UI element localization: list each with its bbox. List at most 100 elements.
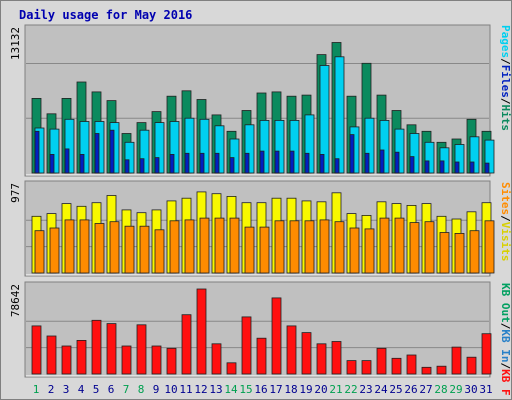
bar-sites-day-29 <box>454 232 465 274</box>
legend-sep-2: / <box>499 98 512 105</box>
x-tick-label: 1 <box>33 383 40 396</box>
bar-sites-day-8 <box>139 225 150 274</box>
bar-sites-day-26 <box>409 222 420 274</box>
bar-kb-f-day-16 <box>256 337 267 375</box>
chart-title: Daily usage for May 2016 <box>19 8 192 22</box>
bar-pages-day-7 <box>124 159 130 174</box>
legend-pages: Pages <box>499 25 512 58</box>
bar-pages-day-17 <box>274 150 280 174</box>
x-tick-label: 9 <box>153 383 160 396</box>
bar-sites-day-18 <box>289 220 300 274</box>
x-tick-label: 2 <box>48 383 55 396</box>
bar-kb-f-day-26 <box>406 354 417 375</box>
legend-visits: Visits <box>499 222 512 262</box>
bar-files-day-26 <box>409 133 420 174</box>
bar-pages-day-30 <box>469 161 475 174</box>
bar-kb-f-day-8 <box>136 324 147 375</box>
x-tick-label: 29 <box>449 383 462 396</box>
bar-pages-day-12 <box>199 152 205 174</box>
bar-kb-f-day-12 <box>196 288 207 375</box>
bar-pages-day-16 <box>259 150 265 174</box>
bar-files-day-20 <box>319 65 330 174</box>
bar-files-day-15 <box>244 124 255 174</box>
bar-kb-f-day-23 <box>361 360 372 375</box>
y-axis-max-label: 78642 <box>9 284 22 317</box>
bar-kb-f-day-31 <box>481 333 492 375</box>
bar-pages-day-24 <box>379 149 385 174</box>
bar-files-day-13 <box>214 125 225 174</box>
bar-kb-f-day-29 <box>451 346 462 375</box>
bar-sites-day-22 <box>349 227 360 274</box>
bar-pages-day-23 <box>364 152 370 174</box>
bar-files-day-30 <box>469 136 480 174</box>
bar-files-day-4 <box>79 121 90 174</box>
chart-panels <box>24 24 495 378</box>
x-tick-label: 21 <box>329 383 342 396</box>
bar-pages-day-28 <box>439 160 445 174</box>
bar-sites-day-13 <box>214 217 225 274</box>
bar-files-day-25 <box>394 128 405 174</box>
bar-pages-day-11 <box>184 152 190 174</box>
bar-kb-f-day-19 <box>301 332 312 375</box>
bar-pages-day-25 <box>394 151 400 174</box>
bar-sites-day-14 <box>229 217 240 274</box>
bar-sites-day-24 <box>379 217 390 274</box>
x-tick-label: 28 <box>434 383 447 396</box>
bar-kb-f-day-17 <box>271 297 282 375</box>
x-tick-label: 24 <box>374 383 388 396</box>
x-tick-label: 26 <box>404 383 417 396</box>
bar-kb-f-day-1 <box>31 325 42 375</box>
bar-sites-day-25 <box>394 217 405 274</box>
bar-sites-day-31 <box>484 220 495 274</box>
bar-kb-f-day-14 <box>226 362 237 375</box>
x-tick-label: 17 <box>269 383 282 396</box>
bar-pages-day-14 <box>229 157 235 174</box>
bar-kb-f-day-15 <box>241 316 252 375</box>
x-tick-label: 31 <box>479 383 492 396</box>
x-tick-label: 12 <box>194 383 207 396</box>
bar-pages-day-27 <box>424 160 430 174</box>
bar-kb-f-day-7 <box>121 345 132 375</box>
bar-sites-day-20 <box>319 219 330 274</box>
bar-kb-f-day-10 <box>166 347 177 375</box>
x-tick-label: 15 <box>239 383 252 396</box>
bar-pages-day-18 <box>289 150 295 174</box>
bar-kb-f-day-27 <box>421 366 432 375</box>
x-tick-label: 11 <box>179 383 192 396</box>
bar-sites-day-16 <box>259 226 270 274</box>
bar-sites-day-19 <box>304 220 315 274</box>
bar-pages-day-2 <box>49 153 55 174</box>
legend-panel3: KB Out/KB In/KB F <box>499 283 512 396</box>
bar-pages-day-8 <box>139 158 145 174</box>
bar-files-day-24 <box>379 120 390 174</box>
bar-kb-f-day-22 <box>346 360 357 375</box>
bar-kb-f-day-30 <box>466 356 477 375</box>
y-axis-max-labels: 13132 977 78642 <box>9 27 22 317</box>
legend-sep-5: / <box>499 363 512 370</box>
bar-files-day-10 <box>169 121 180 174</box>
bar-files-day-27 <box>424 141 435 174</box>
bar-sites-day-3 <box>64 219 75 274</box>
bar-sites-day-17 <box>274 220 285 274</box>
bar-sites-day-4 <box>79 219 90 274</box>
bar-pages-day-3 <box>64 148 70 174</box>
panel-visits_sites <box>24 180 495 277</box>
bar-files-day-11 <box>184 117 195 174</box>
bar-files-day-21 <box>334 56 345 174</box>
bar-kb-f-day-18 <box>286 325 297 375</box>
bar-kb-f-day-24 <box>376 347 387 375</box>
bar-sites-day-12 <box>199 217 210 274</box>
bar-kb-f-day-11 <box>181 314 192 375</box>
bar-pages-day-20 <box>319 153 325 174</box>
legend-sep-4: / <box>499 323 512 330</box>
bar-pages-day-1 <box>34 130 40 174</box>
bar-pages-day-22 <box>349 134 355 174</box>
bar-sites-day-21 <box>334 221 345 274</box>
bar-kb-f-day-6 <box>106 323 117 375</box>
x-tick-label: 13 <box>209 383 222 396</box>
bar-sites-day-15 <box>244 226 255 274</box>
panel-hits_files_pages <box>24 24 495 177</box>
x-tick-label: 30 <box>464 383 477 396</box>
x-tick-label: 23 <box>359 383 372 396</box>
bar-sites-day-23 <box>364 228 375 274</box>
